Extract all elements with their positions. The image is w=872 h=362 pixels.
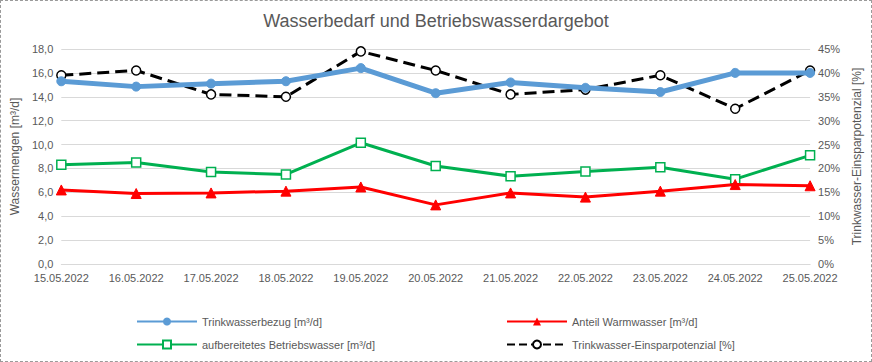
svg-text:0,0: 0,0	[38, 258, 53, 270]
svg-text:21.05.2022: 21.05.2022	[483, 272, 538, 284]
svg-text:25.05.2022: 25.05.2022	[783, 272, 838, 284]
svg-text:Anteil Warmwasser [m³/d]: Anteil Warmwasser [m³/d]	[572, 316, 698, 328]
svg-text:35%: 35%	[818, 91, 840, 103]
svg-text:16.05.2022: 16.05.2022	[109, 272, 164, 284]
svg-text:Wasserbedarf und Betriebswasse: Wasserbedarf und Betriebswasserdargebot	[263, 11, 609, 31]
svg-text:20%: 20%	[818, 162, 840, 174]
svg-text:17.05.2022: 17.05.2022	[184, 272, 239, 284]
svg-text:5%: 5%	[818, 234, 834, 246]
svg-text:Trinkwasserbezug [m³/d]: Trinkwasserbezug [m³/d]	[202, 316, 322, 328]
svg-text:12,0: 12,0	[32, 115, 53, 127]
svg-text:6,0: 6,0	[38, 186, 53, 198]
svg-text:8,0: 8,0	[38, 162, 53, 174]
svg-text:18,0: 18,0	[32, 43, 53, 55]
svg-text:0%: 0%	[818, 258, 834, 270]
svg-text:20.05.2022: 20.05.2022	[408, 272, 463, 284]
svg-text:16,0: 16,0	[32, 67, 53, 79]
svg-text:45%: 45%	[818, 43, 840, 55]
svg-text:19.05.2022: 19.05.2022	[333, 272, 388, 284]
svg-text:4,0: 4,0	[38, 210, 53, 222]
svg-text:15.05.2022: 15.05.2022	[34, 272, 89, 284]
svg-text:22.05.2022: 22.05.2022	[558, 272, 613, 284]
svg-text:aufbereitetes Betriebswasser [: aufbereitetes Betriebswasser [m³/d]	[202, 339, 375, 351]
svg-text:24.05.2022: 24.05.2022	[708, 272, 763, 284]
svg-text:25%: 25%	[818, 139, 840, 151]
svg-text:14,0: 14,0	[32, 91, 53, 103]
svg-text:15%: 15%	[818, 186, 840, 198]
svg-text:30%: 30%	[818, 115, 840, 127]
svg-text:40%: 40%	[818, 67, 840, 79]
svg-text:18.05.2022: 18.05.2022	[258, 272, 313, 284]
svg-text:Trinkwasser-Einsparpotenzial [: Trinkwasser-Einsparpotenzial [%]	[572, 339, 735, 351]
svg-text:2,0: 2,0	[38, 234, 53, 246]
svg-text:Trinkwasser-Einsparpotenzial [: Trinkwasser-Einsparpotenzial [%]	[850, 68, 864, 246]
svg-text:Wassermengen [m³/d]: Wassermengen [m³/d]	[8, 98, 22, 216]
svg-text:23.05.2022: 23.05.2022	[633, 272, 688, 284]
svg-text:10%: 10%	[818, 210, 840, 222]
svg-text:10,0: 10,0	[32, 139, 53, 151]
